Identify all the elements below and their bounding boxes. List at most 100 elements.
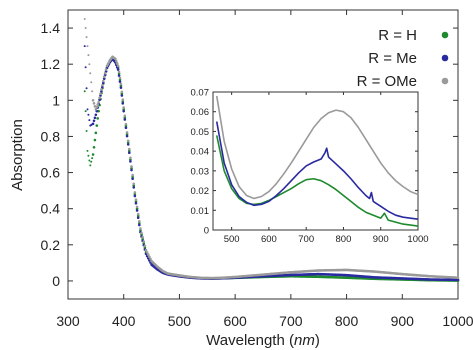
main-data-point — [92, 145, 96, 149]
y-axis-title: Absorption — [9, 119, 26, 191]
main-data-point — [118, 76, 122, 80]
main-data-point — [85, 36, 88, 39]
main-data-point — [96, 117, 100, 120]
legend: R = H R = Me R = OMe — [357, 27, 449, 90]
main-data-point — [98, 98, 101, 102]
main-data-point — [94, 113, 98, 117]
main-x-axis: 300 400 500 600 700 800 900 1000 — [56, 10, 473, 329]
main-data-point — [136, 212, 140, 216]
main-data-point — [138, 220, 141, 223]
main-data-point — [139, 227, 142, 230]
main-data-point — [84, 27, 87, 30]
main-data-point — [130, 168, 133, 172]
main-x-tick-label: 1000 — [442, 313, 473, 329]
main-data-point — [83, 45, 86, 48]
main-data-point — [89, 164, 92, 167]
main-data-point — [101, 85, 104, 89]
main-data-point — [127, 151, 131, 154]
main-data-point — [102, 77, 106, 80]
inset-y-tick-label: 0.03 — [191, 166, 210, 177]
inset-series-group — [215, 95, 419, 227]
main-data-point — [126, 139, 130, 143]
main-data-point — [116, 68, 120, 71]
main-data-point — [115, 62, 119, 65]
main-data-point — [129, 158, 132, 161]
main-data-point — [88, 63, 91, 66]
main-data-point — [135, 205, 139, 209]
main-data-point — [129, 156, 132, 160]
x-axis-title-unit: nm — [294, 332, 315, 349]
main-data-point — [135, 207, 139, 210]
main-data-point — [144, 248, 148, 252]
main-data-point — [117, 70, 121, 74]
main-y-tick-label: 0.2 — [41, 237, 61, 253]
main-data-point — [120, 92, 124, 95]
main-data-point — [140, 233, 143, 236]
x-axis-title-text: Wavelength — [206, 332, 285, 349]
main-data-point — [133, 192, 137, 196]
main-data-point — [135, 209, 139, 212]
inset-y-tick-label: 0 — [204, 226, 209, 237]
main-data-point — [122, 109, 126, 113]
main-data-point — [96, 103, 100, 106]
main-data-point — [84, 110, 87, 113]
main-data-point — [126, 143, 130, 146]
main-data-point — [121, 98, 125, 102]
legend-label: R = OMe — [357, 73, 417, 90]
main-data-point — [93, 116, 97, 120]
main-data-point — [123, 116, 127, 119]
main-data-point — [85, 130, 88, 133]
main-data-point — [91, 122, 95, 126]
main-data-point — [141, 235, 144, 239]
inset-x-tick-label: 700 — [298, 234, 314, 245]
main-data-point — [119, 82, 123, 86]
inset-x-tick-label: 800 — [336, 234, 352, 245]
inset-x-tick-label: 500 — [224, 234, 240, 245]
main-y-tick-label: 1 — [52, 92, 60, 108]
main-y-tick-label: 1.2 — [41, 56, 61, 72]
main-data-point — [125, 132, 129, 136]
main-data-point — [131, 173, 134, 177]
main-x-tick-label: 300 — [56, 313, 80, 329]
main-data-point — [92, 119, 96, 123]
main-data-point — [89, 72, 92, 75]
inset-y-axis: 0 0.01 0.02 0.03 0.04 0.05 0.06 0.07 — [191, 88, 418, 237]
main-data-point — [85, 87, 88, 90]
main-data-point — [102, 75, 106, 79]
main-data-point — [95, 105, 99, 109]
main-data-point — [127, 149, 131, 153]
main-data-point — [104, 68, 108, 71]
main-x-tick-label: 600 — [223, 313, 247, 329]
main-series-group — [83, 18, 460, 282]
main-data-point — [98, 96, 101, 100]
main-data-point — [88, 159, 91, 162]
main-data-point — [136, 214, 140, 218]
main-data-point — [122, 106, 126, 109]
main-data-point — [123, 114, 127, 118]
inset-y-tick-label: 0.02 — [191, 186, 210, 197]
main-data-point — [101, 79, 105, 83]
main-data-point — [99, 92, 102, 95]
main-data-point — [130, 165, 133, 168]
main-data-point — [132, 182, 136, 186]
main-data-point — [124, 126, 128, 130]
main-data-point — [133, 191, 137, 194]
main-data-point — [143, 246, 147, 249]
main-data-point — [97, 109, 100, 113]
main-y-tick-label: 0.8 — [41, 128, 61, 144]
main-data-point — [117, 72, 121, 76]
main-x-tick-label: 800 — [335, 313, 359, 329]
main-series-3 — [83, 18, 460, 280]
main-y-axis: 0 0.2 0.4 0.6 0.8 1 1.2 1.4 — [41, 20, 458, 289]
main-data-point — [94, 108, 98, 111]
main-x-tick-label: 700 — [279, 313, 303, 329]
main-data-point — [94, 131, 98, 135]
legend-marker — [441, 54, 449, 62]
main-y-tick-label: 1.4 — [41, 20, 61, 36]
main-data-point — [93, 138, 97, 142]
main-data-point — [118, 80, 122, 83]
main-data-point — [100, 88, 103, 91]
main-data-point — [132, 186, 136, 189]
main-data-point — [97, 100, 100, 104]
